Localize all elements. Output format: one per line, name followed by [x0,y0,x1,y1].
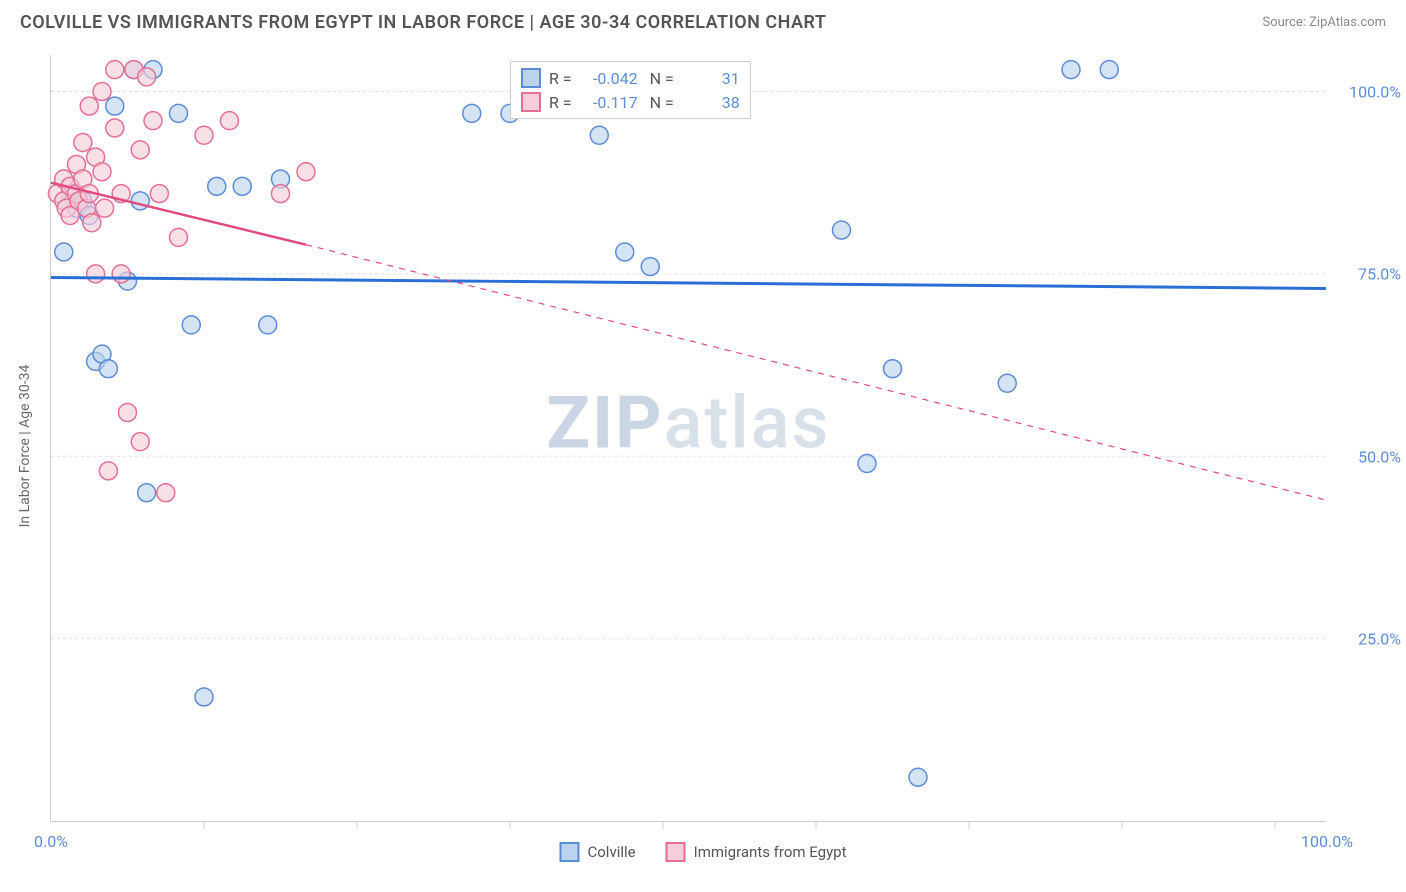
stat-legend-box: R = -0.042 N = 31 R = -0.117 N = 38 [510,61,751,119]
chart-container: COLVILLE VS IMMIGRANTS FROM EGYPT IN LAB… [0,0,1406,892]
r-label: R = [549,93,572,112]
y-tick-label: 25.0% [1358,630,1401,649]
chart-title: COLVILLE VS IMMIGRANTS FROM EGYPT IN LAB… [20,12,827,33]
swatch-series-2 [521,92,541,112]
legend-item-2: Immigrants from Egypt [666,842,847,862]
legend-swatch-1 [559,842,579,862]
y-tick-label: 75.0% [1358,265,1401,284]
scatter-plot-svg [51,55,1326,821]
legend-label-1: Colville [587,843,635,861]
y-tick-label: 50.0% [1358,447,1401,466]
plot-area: ZIPatlas R = -0.042 N = 31 R = -0.117 N … [50,55,1326,822]
stat-row-series-1: R = -0.042 N = 31 [521,66,740,90]
bottom-legend: Colville Immigrants from Egypt [559,842,846,862]
n-label: N = [646,69,674,88]
stat-row-series-2: R = -0.117 N = 38 [521,90,740,114]
y-axis-label: In Labor Force | Age 30-34 [17,365,33,528]
legend-swatch-2 [666,842,686,862]
n-value-2: 38 [684,93,740,112]
legend-item-1: Colville [559,842,635,862]
y-tick-label: 100.0% [1349,82,1401,101]
source-label: Source: ZipAtlas.com [1262,15,1386,30]
swatch-series-1 [521,68,541,88]
r-value-2: -0.117 [582,93,638,112]
legend-label-2: Immigrants from Egypt [694,843,847,861]
title-bar: COLVILLE VS IMMIGRANTS FROM EGYPT IN LAB… [0,0,1406,41]
r-value-1: -0.042 [582,69,638,88]
n-value-1: 31 [684,69,740,88]
x-tick-label: 0.0% [34,832,68,851]
x-tick-label: 100.0% [1301,832,1353,851]
n-label: N = [646,93,674,112]
r-label: R = [549,69,572,88]
